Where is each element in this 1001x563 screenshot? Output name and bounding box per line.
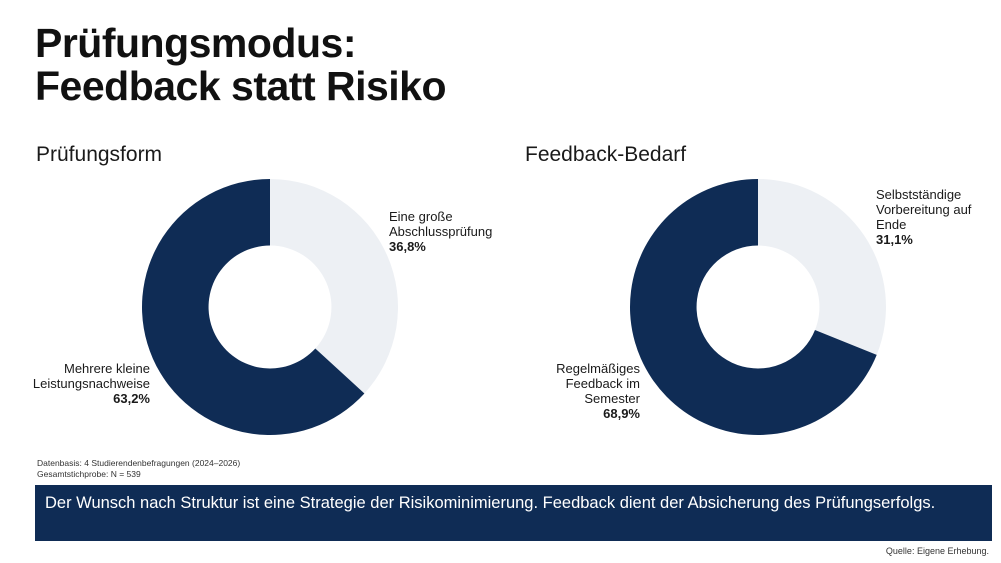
footnote-line: Gesamtstichprobe: N = 539 (37, 469, 141, 479)
slice-value-label: 36,8% (389, 239, 426, 254)
slice-value-label: 31,1% (876, 232, 913, 247)
title-line-1: Prüfungsmodus: (35, 20, 356, 66)
slice-label-line: Semester (584, 391, 640, 406)
slice-value-label: 68,9% (603, 406, 640, 421)
footnote-line: Datenbasis: 4 Studierendenbefragungen (2… (37, 458, 241, 468)
slice-label-line: Feedback im (565, 376, 640, 391)
donut-slice-0 (758, 179, 886, 355)
donut-chart-feedback-bedarf (630, 179, 886, 435)
slice-value-label: 63,2% (113, 391, 150, 406)
slice-label-line: Selbstständige (876, 187, 962, 202)
slice-label-leistungsnachweise: Mehrere kleine Leistungsnachweise 63,2% (0, 361, 150, 406)
donut-slice-1 (142, 179, 365, 435)
slice-label-line: Leistungsnachweise (32, 376, 150, 391)
slice-label-line: Ende (876, 217, 907, 232)
source-note: Quelle: Eigene Erhebung. (885, 546, 989, 556)
chart-title-feedback-bedarf: Feedback-Bedarf (525, 143, 687, 166)
slice-label-line: Abschlussprüfung (389, 224, 493, 239)
donut-chart-pruefungsform (142, 179, 398, 435)
slice-label-line: Regelmäßiges (556, 361, 640, 376)
conclusion-banner: Der Wunsch nach Struktur ist eine Strate… (35, 485, 992, 541)
slice-label-line: Mehrere kleine (64, 361, 150, 376)
slice-label-selbststaendige-vorbereitung: Selbstständige Vorbereitung auf Ende 31,… (876, 187, 971, 247)
chart-title-pruefungsform: Prüfungsform (36, 143, 163, 166)
donut-slice-1 (630, 179, 877, 435)
data-basis-footnote: Datenbasis: 4 Studierendenbefragungen (2… (37, 458, 240, 480)
donut-slice-0 (270, 179, 398, 394)
slice-label-regelmaessiges-feedback: Regelmäßiges Feedback im Semester 68,9% (500, 361, 640, 421)
slice-label-line: Eine große (389, 209, 453, 224)
slice-label-abschlusspruefung: Eine große Abschlussprüfung 36,8% (389, 209, 492, 254)
page-title: Prüfungsmodus: Feedback statt Risiko (35, 20, 447, 109)
title-line-2: Feedback statt Risiko (35, 63, 447, 109)
slice-label-line: Vorbereitung auf (876, 202, 972, 217)
